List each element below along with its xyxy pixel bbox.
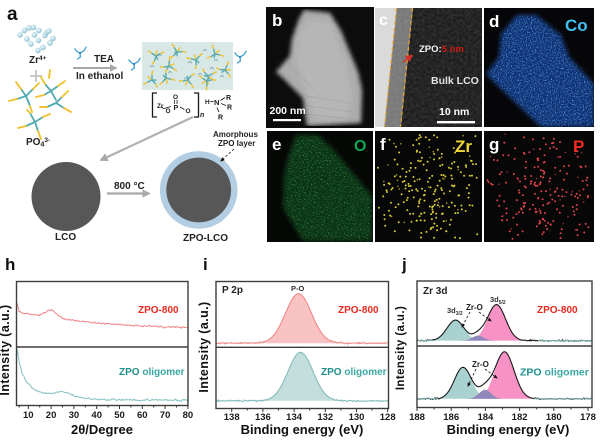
svg-text:ZPO:5 nm: ZPO:5 nm (419, 44, 464, 55)
svg-text:j: j (401, 255, 407, 274)
svg-text:Zr: Zr (157, 103, 164, 110)
svg-text:10 nm: 10 nm (439, 106, 469, 118)
svg-text:ZPO oligomer: ZPO oligomer (321, 367, 387, 378)
svg-text:TEA: TEA (94, 54, 114, 65)
svg-text:N: N (214, 98, 219, 107)
svg-text:ZPO oligomer: ZPO oligomer (119, 367, 185, 378)
svg-text:3d3/2: 3d3/2 (447, 306, 463, 317)
svg-text:Binding energy (eV): Binding energy (eV) (447, 422, 570, 437)
svg-text:P 2p: P 2p (222, 285, 243, 296)
svg-text:136: 136 (255, 412, 271, 423)
svg-text:Co: Co (565, 16, 588, 35)
svg-text:P: P (174, 105, 179, 112)
svg-text:40: 40 (91, 410, 102, 421)
svg-text:Zr 3d: Zr 3d (423, 286, 447, 297)
svg-text:R: R (218, 115, 223, 122)
svg-text:b: b (272, 11, 282, 30)
svg-text:n: n (200, 112, 204, 119)
svg-text:20: 20 (46, 410, 57, 421)
svg-text:10: 10 (23, 410, 34, 421)
svg-text:PO43-: PO43- (26, 137, 50, 149)
svg-text:a: a (7, 4, 18, 25)
svg-text:Zr: Zr (455, 137, 472, 156)
svg-text:180: 180 (546, 412, 562, 423)
svg-text:ZPO-LCO: ZPO-LCO (183, 233, 228, 244)
svg-text:f: f (380, 135, 386, 154)
svg-text:2θ/Degree: 2θ/Degree (71, 422, 133, 437)
svg-text:h: h (5, 255, 15, 274)
svg-text:R: R (227, 105, 232, 112)
svg-text:ZPO-800: ZPO-800 (138, 305, 179, 316)
svg-text:O: O (166, 108, 171, 115)
svg-text:R: R (226, 95, 231, 102)
svg-text:80: 80 (183, 410, 194, 421)
svg-text:132: 132 (317, 412, 333, 423)
svg-text:3d5/2: 3d5/2 (490, 295, 506, 306)
svg-text:186: 186 (443, 412, 459, 423)
svg-text:Intensity (a.u.): Intensity (a.u.) (395, 306, 407, 390)
svg-text:134: 134 (286, 412, 303, 423)
svg-text:800 °C: 800 °C (114, 181, 145, 192)
svg-text:Intensity (a.u.): Intensity (a.u.) (0, 304, 12, 395)
svg-text:ZPO layer: ZPO layer (218, 139, 255, 148)
svg-text:P-O: P-O (291, 284, 305, 293)
svg-text:In ethanol: In ethanol (76, 71, 123, 82)
svg-text:c: c (379, 12, 388, 29)
svg-text:e: e (272, 135, 281, 154)
svg-text:g: g (489, 135, 499, 154)
svg-text:128: 128 (380, 412, 396, 423)
svg-text:P: P (573, 137, 584, 156)
svg-text:50: 50 (114, 410, 125, 421)
svg-text:ZPO oligomer: ZPO oligomer (520, 367, 589, 379)
svg-text:184: 184 (477, 412, 494, 423)
svg-text:138: 138 (224, 412, 240, 423)
svg-text:Zr-O: Zr-O (472, 360, 489, 369)
svg-text:60: 60 (137, 410, 148, 421)
svg-text:130: 130 (349, 412, 365, 423)
svg-text:Intensity (a.u.): Intensity (a.u.) (197, 301, 211, 392)
svg-text:LCO: LCO (55, 232, 76, 243)
svg-text:Bulk LCO: Bulk LCO (431, 75, 479, 87)
svg-text:30: 30 (69, 410, 80, 421)
svg-text:70: 70 (160, 410, 171, 421)
svg-text:ZPO-800: ZPO-800 (537, 305, 578, 316)
svg-text:O: O (354, 138, 366, 155)
svg-text:i: i (203, 255, 208, 274)
svg-text:ZPO-800: ZPO-800 (338, 305, 379, 316)
svg-text:178: 178 (580, 412, 596, 423)
svg-text:188: 188 (409, 412, 425, 423)
svg-text:200 nm: 200 nm (270, 105, 306, 117)
svg-text:Zr-O: Zr-O (466, 303, 483, 312)
svg-text:Zr4+: Zr4+ (29, 55, 47, 66)
svg-text:Binding energy (eV): Binding energy (eV) (241, 422, 364, 437)
svg-text:O: O (186, 108, 191, 115)
svg-text:O: O (173, 94, 178, 101)
svg-text:182: 182 (512, 412, 528, 423)
svg-text:d: d (489, 12, 499, 31)
svg-text:H: H (205, 99, 210, 106)
svg-text:Amorphous: Amorphous (213, 130, 258, 139)
